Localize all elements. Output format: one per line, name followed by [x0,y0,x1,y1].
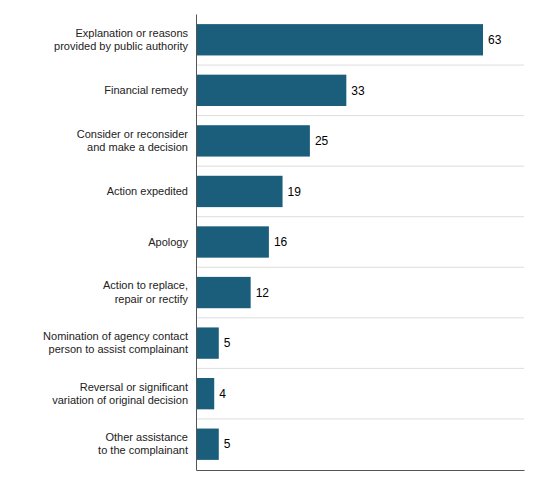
bar [196,277,251,308]
axis-line [196,15,197,471]
data-label: 5 [224,336,231,350]
x-axis [197,470,525,471]
tick: Explanation or reasonsprovided by public… [54,27,196,52]
data-label: 12 [256,286,270,300]
separator [196,317,524,318]
bar [196,378,214,409]
data-labels: 5 4 5 12 16 19 25 33 63 [219,33,501,451]
data-label: 25 [315,134,329,148]
tick-label: Nomination of agency contactperson to as… [43,330,188,355]
data-label: 5 [224,437,231,451]
bar [196,24,483,55]
axis-line [197,470,525,471]
bar [196,176,283,207]
tick: Reversal or significantvariation of orig… [52,381,196,406]
tick: Apology [148,236,196,248]
tick-label: Explanation or reasonsprovided by public… [54,27,188,52]
bar [196,429,219,460]
tick: Financial remedy [104,84,196,96]
data-label: 4 [219,387,226,401]
tick: Action to replace,repair or rectify [103,279,196,304]
separators [196,65,524,419]
data-label: 63 [488,33,502,47]
tick-label: Reversal or significantvariation of orig… [52,381,188,406]
tick-label: Action expedited [107,185,188,197]
bar [196,125,310,156]
tick: Action expedited [107,185,196,197]
separator [196,65,524,66]
tick-label: Financial remedy [104,84,188,96]
bars [196,24,483,460]
data-label: 16 [274,235,288,249]
separator [196,166,524,167]
bar [196,75,346,106]
separator [196,418,524,419]
tick-label: Action to replace,repair or rectify [103,279,188,304]
bar [196,226,269,257]
tick-label: Other assistanceto the complainant [98,431,188,456]
plot-area: 5 4 5 12 16 19 25 33 63 Other assistanceto the co… [43,15,524,471]
y-axis: Other assistanceto the complainant Revers… [43,15,196,471]
tick-label: Apology [148,236,188,248]
tick-label: Consider or reconsiderand make a decisio… [77,128,189,153]
data-label: 19 [288,185,302,199]
separator [196,115,524,116]
tick: Consider or reconsiderand make a decisio… [77,128,196,153]
separator [196,216,524,217]
separator [196,368,524,369]
data-label: 33 [351,84,365,98]
chart: 5 4 5 12 16 19 25 33 63 Other assistanceto the co… [0,0,548,486]
tick: Other assistanceto the complainant [98,431,196,456]
bar [196,327,219,358]
tick: Nomination of agency contactperson to as… [43,330,196,355]
separator [196,267,524,268]
